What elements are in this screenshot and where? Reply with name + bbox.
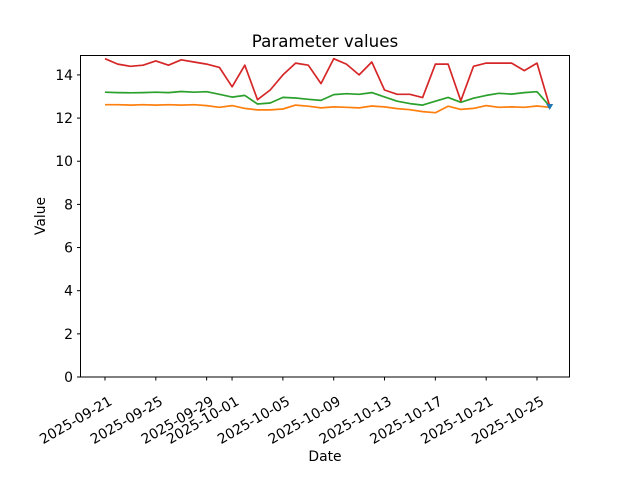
plot-border [80,55,570,378]
y-tick-label: 8 [64,197,73,213]
y-tick-label: 14 [55,68,73,84]
chart-title: Parameter values [252,31,398,51]
y-tick-label: 6 [64,241,73,257]
series-line-red [104,57,551,107]
end-point-marker [546,104,554,111]
series-line-green [104,90,551,107]
y-tick-label: 10 [55,154,73,170]
plot-area: 024681012142025-09-212025-09-252025-09-2… [37,55,570,448]
y-tick-label: 4 [64,284,73,300]
x-axis-label: Date [308,449,341,465]
y-tick-label: 0 [64,370,73,386]
series-line-orange [105,103,550,114]
y-axis-label: Value [33,197,49,235]
y-tick-label: 12 [55,111,73,127]
y-tick-label: 2 [64,327,73,343]
